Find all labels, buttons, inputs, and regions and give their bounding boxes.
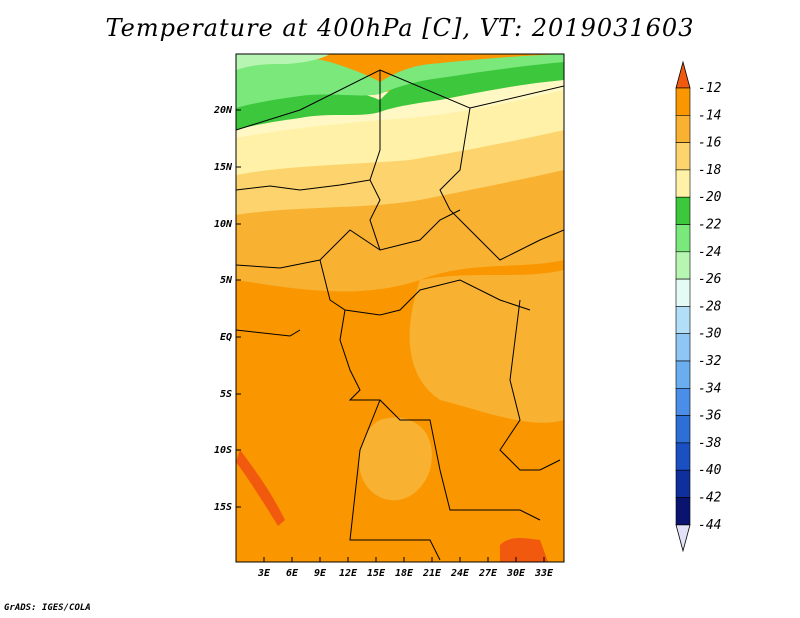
colorbar-swatch bbox=[675, 415, 691, 444]
colorbar-swatch bbox=[675, 497, 691, 526]
colorbar-swatch bbox=[675, 360, 691, 389]
colorbar: -12 -14 -16 -18 -20 -22 -24 -26 -28 -30 -32 -34 -36 -… bbox=[675, 60, 722, 553]
colorbar-swatch bbox=[675, 278, 691, 307]
colorbar-label: -12 bbox=[698, 81, 722, 96]
lat-label: 15S bbox=[214, 502, 232, 513]
lon-axis: 3E 6E 9E 12E 15E 18E 21E 24E 27E 30E 33E bbox=[257, 557, 554, 579]
lat-label: 15N bbox=[214, 162, 233, 173]
field-patch-14-southwest bbox=[236, 280, 264, 470]
grads-credit: GrADS: IGES/COLA bbox=[4, 603, 91, 613]
colorbar-swatch bbox=[675, 224, 691, 253]
colorbar-swatch bbox=[675, 333, 691, 362]
lat-label: 5S bbox=[220, 389, 232, 400]
border-path bbox=[469, 85, 564, 109]
field-patch-12-southwest bbox=[236, 450, 285, 526]
lat-label: 10N bbox=[214, 219, 233, 230]
lon-label: 30E bbox=[506, 568, 526, 579]
field-band-24 bbox=[236, 56, 564, 130]
lat-label: 20N bbox=[213, 105, 233, 116]
map-title: Temperature at 400hPa [C], VT: 201903160… bbox=[105, 14, 695, 42]
colorbar-top-arrow bbox=[675, 60, 691, 89]
colorbar-label: -32 bbox=[698, 354, 722, 369]
field-band-28 bbox=[236, 54, 330, 70]
lat-label: EQ bbox=[220, 332, 232, 343]
border-path bbox=[236, 329, 301, 337]
lat-label: 5N bbox=[220, 275, 233, 286]
field-band-26 bbox=[236, 54, 564, 108]
lon-label: 18E bbox=[395, 568, 414, 579]
temperature-field bbox=[236, 54, 564, 562]
border-path bbox=[236, 179, 371, 191]
lon-label: 6E bbox=[286, 568, 299, 579]
colorbar-label: -42 bbox=[698, 491, 722, 506]
lon-label: 15E bbox=[367, 568, 386, 579]
border-path bbox=[339, 309, 541, 521]
colorbar-swatch bbox=[675, 87, 691, 116]
lat-axis: 20N 15N 10N 5N EQ 5S 10S 15S bbox=[213, 105, 241, 513]
border-path bbox=[349, 399, 441, 561]
colorbar-bottom-arrow bbox=[675, 524, 691, 553]
border-path bbox=[319, 259, 531, 316]
country-borders bbox=[236, 69, 564, 561]
map-frame bbox=[235, 53, 565, 563]
colorbar-swatch bbox=[675, 387, 691, 416]
colorbar-label: -28 bbox=[698, 299, 722, 314]
lat-label: 10S bbox=[214, 445, 232, 456]
border-path bbox=[236, 69, 564, 261]
lon-label: 12E bbox=[339, 568, 358, 579]
colorbar-swatch bbox=[675, 306, 691, 334]
colorbar-label: -44 bbox=[698, 518, 721, 533]
lon-label: 3E bbox=[257, 568, 271, 579]
colorbar-label: -36 bbox=[698, 409, 722, 424]
colorbar-label: -30 bbox=[698, 327, 722, 342]
colorbar-label: -14 bbox=[698, 108, 721, 123]
colorbar-swatch bbox=[675, 169, 691, 198]
colorbar-label: -18 bbox=[698, 163, 722, 178]
colorbar-label: -16 bbox=[698, 136, 722, 151]
field-patch-16-central bbox=[359, 417, 432, 501]
lon-label: 24E bbox=[450, 568, 470, 579]
colorbar-swatch bbox=[675, 115, 691, 143]
border-path bbox=[499, 299, 561, 471]
colorbar-label: -40 bbox=[698, 463, 722, 478]
colorbar-label: -22 bbox=[698, 218, 722, 233]
lon-label: 21E bbox=[422, 568, 442, 579]
colorbar-swatch bbox=[675, 442, 691, 471]
colorbar-swatch bbox=[675, 469, 691, 498]
field-patch-12-southeast bbox=[500, 537, 548, 562]
border-path bbox=[369, 70, 461, 251]
colorbar-swatch bbox=[675, 196, 691, 225]
colorbar-swatch bbox=[675, 142, 691, 171]
colorbar-label: -26 bbox=[698, 272, 722, 287]
lon-label: 33E bbox=[534, 568, 554, 579]
colorbar-label: -34 bbox=[698, 381, 721, 396]
lon-label: 27E bbox=[478, 568, 498, 579]
colorbar-label: -24 bbox=[698, 245, 721, 260]
colorbar-swatch bbox=[675, 251, 691, 280]
colorbar-label: -38 bbox=[698, 436, 722, 451]
lon-label: 9E bbox=[314, 568, 327, 579]
colorbar-label: -20 bbox=[698, 190, 722, 205]
